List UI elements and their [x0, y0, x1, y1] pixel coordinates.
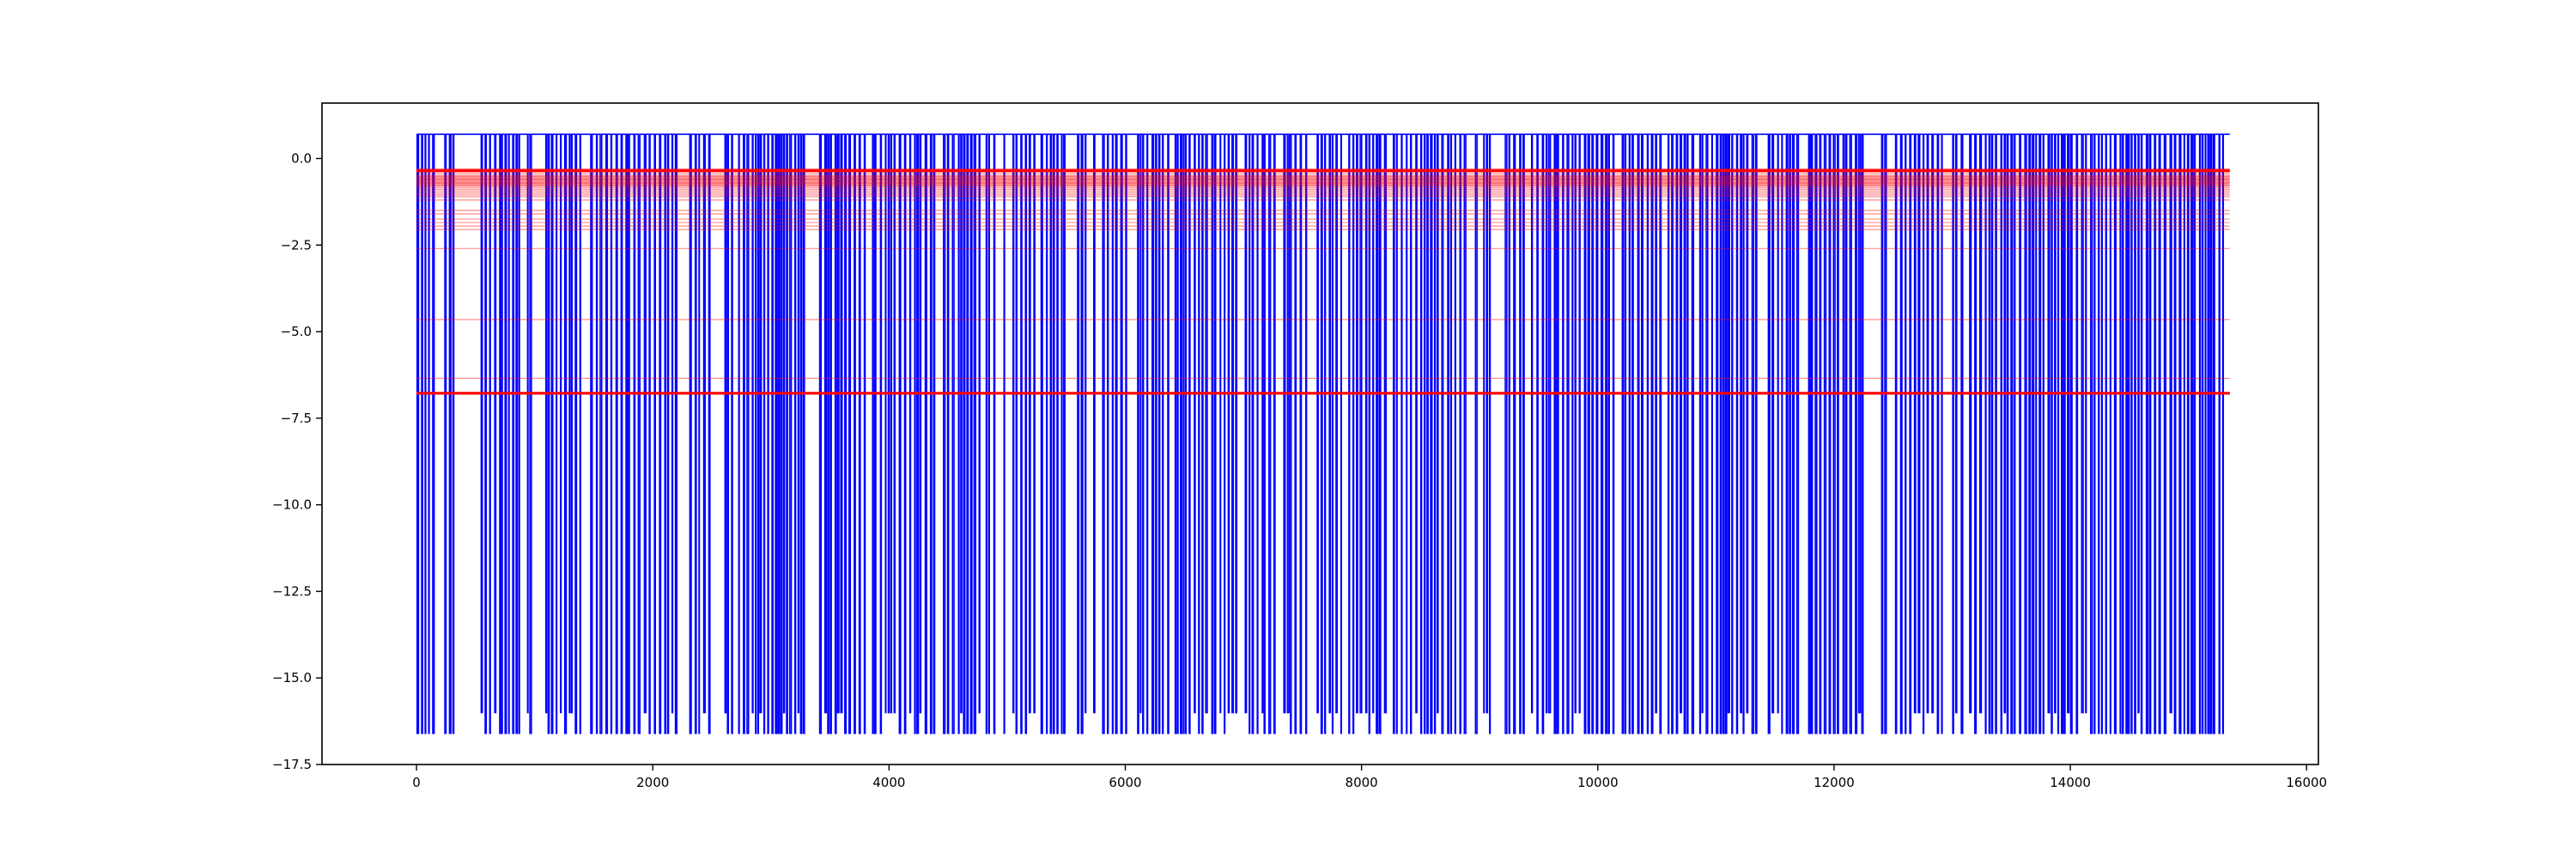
plot-area	[416, 133, 2230, 734]
plot-series-group	[416, 133, 2230, 734]
axes-frame	[321, 102, 2319, 765]
axes: 0 2000 4000 6000 8000 10000 12000 14000 16000 0.0…	[272, 102, 2327, 790]
y-tick-label-3: −7.5	[281, 411, 312, 426]
x-tick-label-7: 14000	[2050, 775, 2091, 790]
x-tick-label-4: 8000	[1346, 775, 1378, 790]
x-tick-label-5: 10000	[1577, 775, 1619, 790]
y-tick-label-0: 0.0	[291, 151, 312, 167]
x-tick-label-2: 4000	[872, 775, 905, 790]
x-tick-label-3: 6000	[1109, 775, 1141, 790]
x-tick-label-0: 0	[412, 775, 421, 790]
y-tick-label-1: −2.5	[281, 237, 312, 253]
y-tick-label-7: −17.5	[272, 757, 312, 772]
y-tick-label-2: −5.0	[281, 324, 312, 339]
signal-series-line	[416, 133, 2230, 734]
y-tick-label-6: −15.0	[272, 670, 312, 685]
x-tick-label-8: 16000	[2286, 775, 2327, 790]
y-tick-label-5: −12.5	[272, 583, 312, 599]
y-tick-label-4: −10.0	[272, 497, 312, 513]
x-tick-label-1: 2000	[636, 775, 669, 790]
x-tick-label-6: 12000	[1814, 775, 1855, 790]
